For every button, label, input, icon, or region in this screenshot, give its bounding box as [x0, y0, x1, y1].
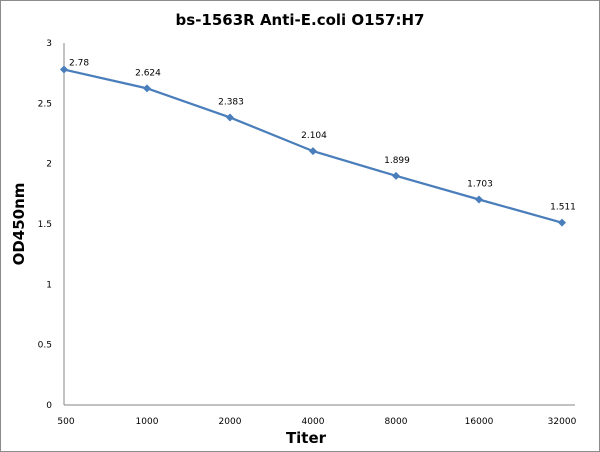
- data-point-marker: [143, 84, 151, 93]
- data-label: 2.78: [69, 59, 89, 69]
- data-markers: [60, 65, 566, 227]
- data-point-marker: [392, 171, 400, 180]
- y-tick-label: 2.5: [38, 99, 52, 109]
- x-tick-label: 16000: [465, 417, 494, 427]
- data-point-marker: [60, 65, 68, 74]
- data-point-marker: [558, 218, 566, 227]
- series-line: [63, 68, 563, 224]
- y-tick-label: 1: [46, 280, 52, 290]
- x-tick-label: 1000: [136, 417, 159, 427]
- data-label: 2.383: [218, 97, 244, 107]
- data-point-marker: [475, 195, 483, 204]
- data-label: 2.624: [135, 68, 161, 78]
- data-point-marker: [226, 113, 234, 122]
- data-label: 1.511: [550, 203, 576, 213]
- x-tick-label: 8000: [385, 417, 408, 427]
- x-tick-label: 500: [57, 417, 74, 427]
- y-tick-label: 0.5: [38, 341, 52, 351]
- y-tick-labels: 0 0.5 1 1.5 2 2.5 3: [38, 39, 53, 411]
- x-tick-label: 2000: [219, 417, 242, 427]
- data-label: 1.899: [384, 156, 410, 166]
- y-tick-label: 1.5: [38, 220, 52, 230]
- data-label: 2.104: [301, 131, 327, 141]
- data-point-marker: [309, 147, 317, 156]
- x-axis-title: Titer: [286, 429, 327, 447]
- y-axis-title: OD450nm: [10, 183, 28, 266]
- y-tick-label: 0: [46, 401, 52, 411]
- x-tick-label: 4000: [302, 417, 325, 427]
- y-tick-label: 2: [46, 160, 52, 170]
- y-tick-label: 3: [46, 39, 52, 49]
- x-tick-labels: 500 1000 2000 4000 8000 16000 32000: [57, 417, 576, 427]
- data-label: 1.703: [467, 180, 493, 190]
- x-tick-label: 32000: [548, 417, 577, 427]
- data-labels: 2.78 2.624 2.383 2.104 1.899 1.703 1.511: [69, 59, 576, 213]
- chart-title: bs-1563R Anti-E.coli O157:H7: [176, 11, 425, 29]
